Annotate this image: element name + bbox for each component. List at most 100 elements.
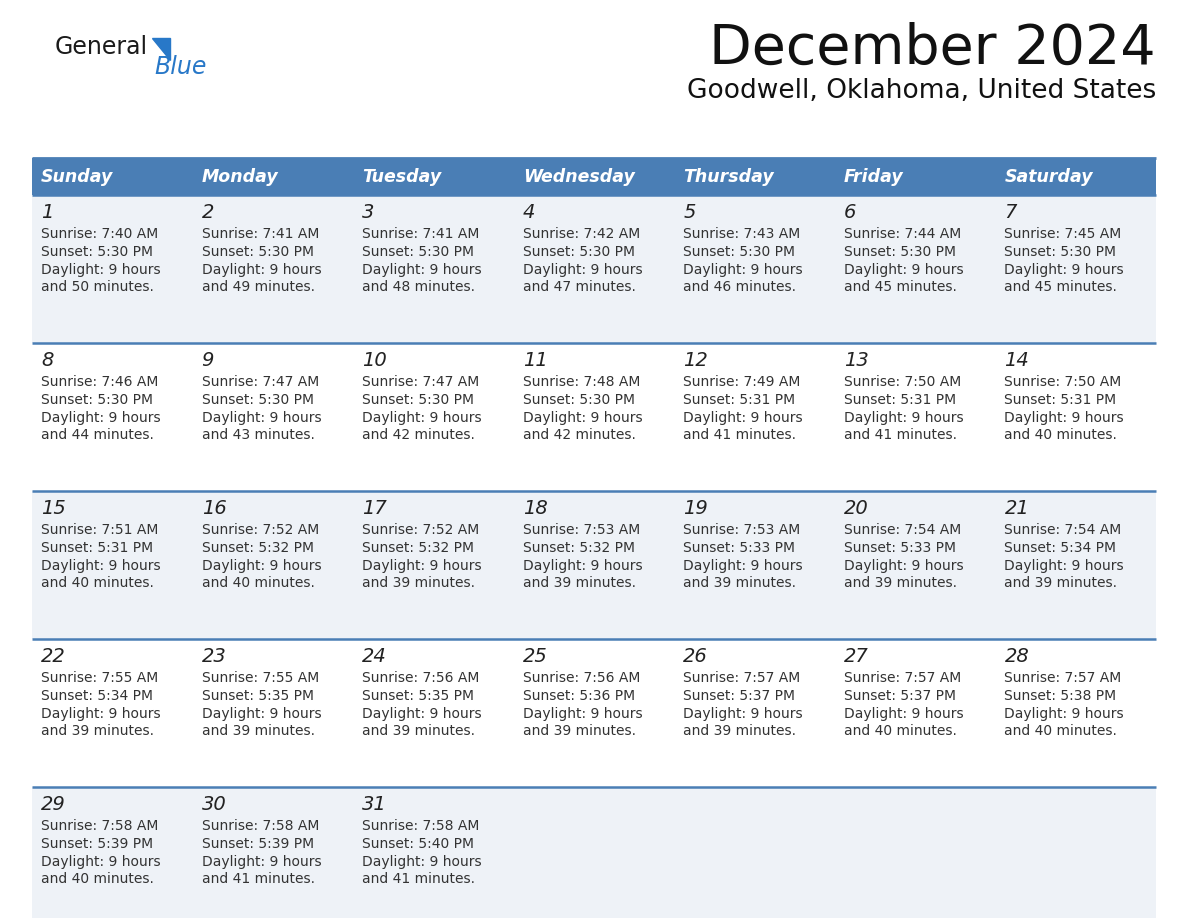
Text: Sunrise: 7:47 AM: Sunrise: 7:47 AM — [202, 375, 318, 389]
Text: Daylight: 9 hours: Daylight: 9 hours — [1004, 411, 1124, 425]
Text: Sunrise: 7:53 AM: Sunrise: 7:53 AM — [523, 523, 640, 537]
Text: 25: 25 — [523, 647, 548, 666]
Text: 15: 15 — [42, 499, 65, 518]
Text: Sunrise: 7:58 AM: Sunrise: 7:58 AM — [202, 819, 318, 833]
Text: Daylight: 9 hours: Daylight: 9 hours — [362, 855, 482, 869]
Bar — [32, 491, 1156, 639]
Text: Sunrise: 7:50 AM: Sunrise: 7:50 AM — [1004, 375, 1121, 389]
Text: Daylight: 9 hours: Daylight: 9 hours — [202, 263, 321, 277]
Text: and 39 minutes.: and 39 minutes. — [362, 576, 475, 590]
Text: Daylight: 9 hours: Daylight: 9 hours — [683, 411, 803, 425]
Text: 16: 16 — [202, 499, 227, 518]
Text: and 39 minutes.: and 39 minutes. — [683, 724, 796, 738]
Text: Sunrise: 7:52 AM: Sunrise: 7:52 AM — [202, 523, 318, 537]
Text: and 42 minutes.: and 42 minutes. — [362, 428, 475, 442]
Text: Sunset: 5:30 PM: Sunset: 5:30 PM — [843, 245, 956, 259]
Text: 9: 9 — [202, 351, 214, 370]
Text: and 40 minutes.: and 40 minutes. — [42, 872, 154, 886]
Text: Sunset: 5:30 PM: Sunset: 5:30 PM — [683, 245, 795, 259]
Text: and 40 minutes.: and 40 minutes. — [42, 576, 154, 590]
Text: and 45 minutes.: and 45 minutes. — [1004, 280, 1117, 294]
Text: Daylight: 9 hours: Daylight: 9 hours — [1004, 707, 1124, 721]
Text: Daylight: 9 hours: Daylight: 9 hours — [843, 559, 963, 573]
Text: Daylight: 9 hours: Daylight: 9 hours — [42, 855, 160, 869]
Text: and 39 minutes.: and 39 minutes. — [1004, 576, 1118, 590]
Text: and 46 minutes.: and 46 minutes. — [683, 280, 796, 294]
Text: Sunset: 5:32 PM: Sunset: 5:32 PM — [202, 541, 314, 555]
Text: and 47 minutes.: and 47 minutes. — [523, 280, 636, 294]
Text: Daylight: 9 hours: Daylight: 9 hours — [1004, 559, 1124, 573]
Text: Sunset: 5:37 PM: Sunset: 5:37 PM — [683, 689, 795, 703]
Text: Daylight: 9 hours: Daylight: 9 hours — [362, 411, 482, 425]
Text: Daylight: 9 hours: Daylight: 9 hours — [42, 411, 160, 425]
Text: Daylight: 9 hours: Daylight: 9 hours — [202, 707, 321, 721]
Text: Sunrise: 7:45 AM: Sunrise: 7:45 AM — [1004, 227, 1121, 241]
Text: Daylight: 9 hours: Daylight: 9 hours — [523, 559, 643, 573]
Text: Daylight: 9 hours: Daylight: 9 hours — [683, 559, 803, 573]
Text: Sunrise: 7:58 AM: Sunrise: 7:58 AM — [42, 819, 158, 833]
Text: 24: 24 — [362, 647, 387, 666]
Text: Daylight: 9 hours: Daylight: 9 hours — [202, 559, 321, 573]
Text: Sunset: 5:31 PM: Sunset: 5:31 PM — [1004, 393, 1117, 407]
Text: 20: 20 — [843, 499, 868, 518]
Text: Wednesday: Wednesday — [523, 167, 634, 185]
Text: Sunset: 5:32 PM: Sunset: 5:32 PM — [362, 541, 474, 555]
Bar — [32, 787, 1156, 918]
Text: Daylight: 9 hours: Daylight: 9 hours — [42, 559, 160, 573]
Text: Sunset: 5:30 PM: Sunset: 5:30 PM — [523, 393, 634, 407]
Text: Sunrise: 7:51 AM: Sunrise: 7:51 AM — [42, 523, 158, 537]
Text: Sunset: 5:31 PM: Sunset: 5:31 PM — [683, 393, 796, 407]
Text: 3: 3 — [362, 203, 374, 222]
Text: Sunset: 5:36 PM: Sunset: 5:36 PM — [523, 689, 634, 703]
Text: Sunrise: 7:57 AM: Sunrise: 7:57 AM — [683, 671, 801, 685]
Text: Sunset: 5:38 PM: Sunset: 5:38 PM — [1004, 689, 1117, 703]
Text: Sunrise: 7:40 AM: Sunrise: 7:40 AM — [42, 227, 158, 241]
Text: 13: 13 — [843, 351, 868, 370]
Text: Sunset: 5:40 PM: Sunset: 5:40 PM — [362, 837, 474, 851]
Text: Sunset: 5:35 PM: Sunset: 5:35 PM — [362, 689, 474, 703]
Text: Sunset: 5:30 PM: Sunset: 5:30 PM — [1004, 245, 1117, 259]
Text: Sunset: 5:30 PM: Sunset: 5:30 PM — [523, 245, 634, 259]
Text: Sunset: 5:31 PM: Sunset: 5:31 PM — [843, 393, 956, 407]
Bar — [32, 343, 1156, 491]
Text: Thursday: Thursday — [683, 167, 775, 185]
Text: Daylight: 9 hours: Daylight: 9 hours — [523, 263, 643, 277]
Text: Sunset: 5:33 PM: Sunset: 5:33 PM — [683, 541, 795, 555]
Text: Sunrise: 7:58 AM: Sunrise: 7:58 AM — [362, 819, 480, 833]
Text: and 44 minutes.: and 44 minutes. — [42, 428, 154, 442]
Text: Daylight: 9 hours: Daylight: 9 hours — [523, 707, 643, 721]
Text: Sunrise: 7:44 AM: Sunrise: 7:44 AM — [843, 227, 961, 241]
Text: Blue: Blue — [154, 55, 207, 79]
Text: Sunrise: 7:53 AM: Sunrise: 7:53 AM — [683, 523, 801, 537]
Bar — [32, 195, 1156, 343]
Text: December 2024: December 2024 — [709, 22, 1156, 76]
Text: and 43 minutes.: and 43 minutes. — [202, 428, 315, 442]
Text: and 41 minutes.: and 41 minutes. — [843, 428, 956, 442]
Bar — [32, 639, 1156, 787]
Bar — [32, 158, 1156, 195]
Text: Daylight: 9 hours: Daylight: 9 hours — [362, 707, 482, 721]
Text: 4: 4 — [523, 203, 535, 222]
Text: 5: 5 — [683, 203, 696, 222]
Text: Daylight: 9 hours: Daylight: 9 hours — [683, 263, 803, 277]
Text: Goodwell, Oklahoma, United States: Goodwell, Oklahoma, United States — [687, 78, 1156, 104]
Text: Daylight: 9 hours: Daylight: 9 hours — [42, 263, 160, 277]
Text: and 39 minutes.: and 39 minutes. — [42, 724, 154, 738]
Text: and 40 minutes.: and 40 minutes. — [1004, 724, 1117, 738]
Text: Sunrise: 7:56 AM: Sunrise: 7:56 AM — [523, 671, 640, 685]
Text: 27: 27 — [843, 647, 868, 666]
Polygon shape — [152, 38, 170, 60]
Text: and 39 minutes.: and 39 minutes. — [362, 724, 475, 738]
Text: and 42 minutes.: and 42 minutes. — [523, 428, 636, 442]
Text: Sunset: 5:39 PM: Sunset: 5:39 PM — [202, 837, 314, 851]
Text: Monday: Monday — [202, 167, 278, 185]
Text: Sunset: 5:31 PM: Sunset: 5:31 PM — [42, 541, 153, 555]
Text: Sunset: 5:34 PM: Sunset: 5:34 PM — [1004, 541, 1117, 555]
Text: Sunrise: 7:41 AM: Sunrise: 7:41 AM — [202, 227, 318, 241]
Text: and 39 minutes.: and 39 minutes. — [843, 576, 956, 590]
Text: and 39 minutes.: and 39 minutes. — [523, 576, 636, 590]
Text: and 40 minutes.: and 40 minutes. — [202, 576, 315, 590]
Text: and 41 minutes.: and 41 minutes. — [683, 428, 796, 442]
Text: 29: 29 — [42, 795, 65, 814]
Text: 11: 11 — [523, 351, 548, 370]
